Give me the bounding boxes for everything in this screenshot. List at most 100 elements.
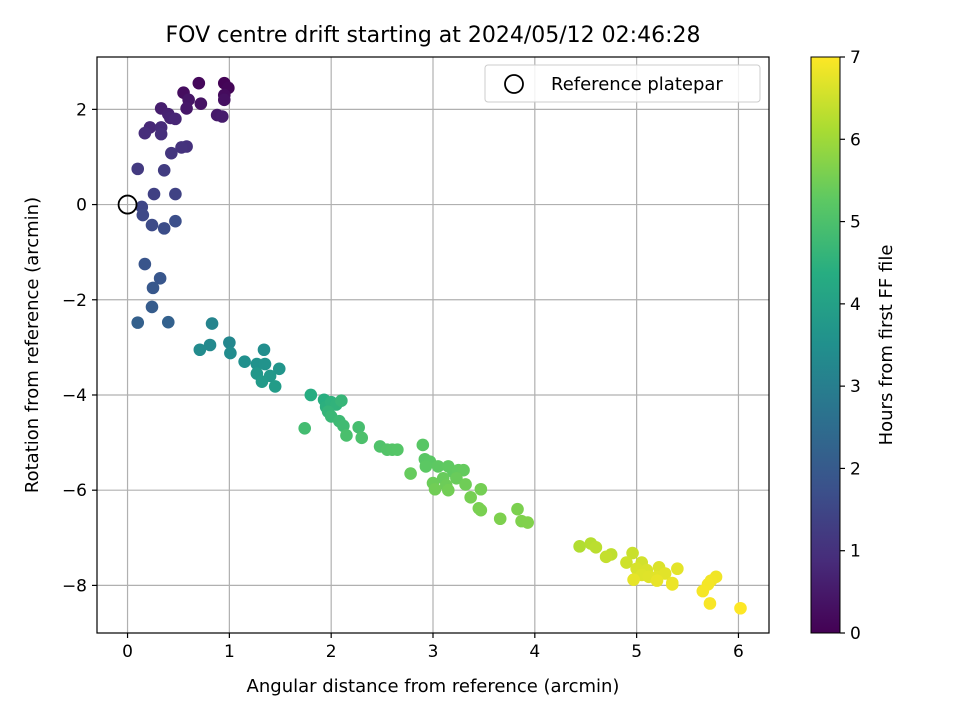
scatter-point — [441, 483, 455, 497]
plot-area: 0 1 2 3 4 5 6 −8 −6 −4 −2 0 2 — [62, 56, 770, 662]
colorbar-gradient — [810, 56, 841, 634]
legend-box — [484, 64, 761, 103]
colorbar-tick-label: 4 — [850, 295, 861, 315]
scatter-point — [138, 126, 152, 140]
y-tick-label: 0 — [76, 196, 87, 216]
scatter-point — [169, 112, 182, 126]
scatter-point — [138, 257, 152, 271]
x-tick-label: 3 — [428, 642, 439, 662]
scatter-point — [391, 443, 404, 457]
scatter-point — [157, 222, 171, 235]
colorbar-tick-label: 1 — [850, 542, 861, 562]
y-tick-label: −6 — [62, 481, 87, 501]
scatter-point — [298, 422, 312, 435]
scatter-point — [165, 146, 178, 160]
scatter-point — [304, 388, 318, 402]
scatter-point — [257, 343, 271, 357]
scatter-point — [194, 97, 208, 110]
colorbar-label: Hours from first FF file — [876, 245, 897, 446]
scatter-point — [474, 503, 488, 517]
x-tick-label: 5 — [631, 642, 642, 662]
scatter-point — [431, 460, 445, 473]
scatter-point — [573, 540, 586, 553]
x-tick-label: 4 — [529, 642, 540, 662]
scatter-point — [493, 512, 507, 526]
colorbar-tick-label: 3 — [850, 377, 861, 397]
scatter-point — [215, 110, 229, 123]
scatter-point — [131, 316, 145, 329]
scatter-point — [658, 567, 672, 580]
scatter-point — [459, 478, 472, 491]
scatter-point — [193, 343, 207, 357]
scatter-point — [217, 93, 231, 107]
legend-marker — [504, 74, 524, 94]
scatter-point — [169, 214, 182, 228]
scatter-point — [589, 541, 603, 554]
scatter-point — [136, 208, 150, 222]
scatter-point — [428, 482, 442, 496]
scatter-point — [521, 516, 534, 529]
scatter-point — [404, 467, 417, 480]
scatter-point — [180, 102, 193, 115]
scatter-point — [157, 163, 171, 177]
scatter-point — [474, 482, 488, 496]
scatter-point — [464, 491, 477, 504]
colorbar-tick-label: 2 — [850, 459, 861, 479]
grid-lines — [97, 57, 769, 633]
scatter-point — [258, 357, 272, 371]
scatter-point — [696, 584, 710, 598]
scatter-point — [203, 338, 217, 352]
legend: Reference platepar — [484, 64, 761, 103]
colorbar-ticks: 0 1 2 3 4 5 6 7 — [840, 48, 861, 644]
scatter-point — [224, 346, 237, 360]
scatter-point — [335, 394, 348, 407]
colorbar-tick-label: 6 — [850, 130, 861, 150]
x-ticks: 0 1 2 3 4 5 6 — [122, 633, 744, 662]
chart-title: FOV centre drift starting at 2024/05/12 … — [166, 23, 701, 48]
scatter-point — [626, 546, 639, 560]
scatter-point — [192, 76, 206, 90]
colorbar-tick-label: 5 — [850, 213, 861, 233]
y-axis-label: Rotation from reference (arcmin) — [22, 197, 43, 493]
scatter-point — [620, 556, 633, 569]
scatter-point — [131, 162, 145, 176]
y-tick-label: −2 — [62, 291, 87, 311]
y-tick-label: −4 — [62, 386, 87, 406]
scatter-point — [450, 471, 463, 485]
scatter-point — [175, 141, 188, 154]
scatter-point — [734, 601, 747, 615]
scatter-points — [131, 76, 747, 615]
scatter-point — [147, 187, 161, 201]
scatter-point — [355, 431, 369, 445]
scatter-point — [511, 502, 524, 516]
scatter-point — [337, 419, 350, 433]
scatter-point — [416, 438, 430, 452]
scatter-point — [169, 187, 182, 201]
scatter-point — [340, 429, 353, 442]
scatter-point — [627, 573, 640, 586]
y-tick-label: 2 — [76, 100, 87, 120]
x-axis-label: Angular distance from reference (arcmin) — [247, 676, 620, 697]
y-ticks: −8 −6 −4 −2 0 2 — [62, 100, 97, 596]
scatter-point — [223, 336, 236, 349]
scatter-point — [153, 272, 167, 285]
scatter-point — [161, 315, 175, 329]
x-tick-label: 1 — [224, 642, 235, 662]
scatter-point — [238, 355, 251, 368]
scatter-point — [352, 421, 365, 434]
scatter-point — [419, 460, 433, 473]
scatter-point — [272, 362, 286, 376]
scatter-point — [205, 317, 219, 330]
x-tick-label: 0 — [122, 642, 133, 662]
scatter-point — [650, 574, 664, 587]
scatter-point — [255, 375, 269, 388]
x-tick-label: 6 — [733, 642, 744, 662]
colorbar: 0 1 2 3 4 5 6 7 Hours from first FF file — [810, 48, 897, 644]
colorbar-tick-label: 0 — [850, 624, 861, 644]
scatter-point — [268, 380, 282, 393]
scatter-point — [665, 578, 679, 591]
colorbar-tick-label: 7 — [850, 48, 861, 68]
y-tick-label: −8 — [62, 576, 87, 596]
scatter-point — [457, 463, 470, 477]
